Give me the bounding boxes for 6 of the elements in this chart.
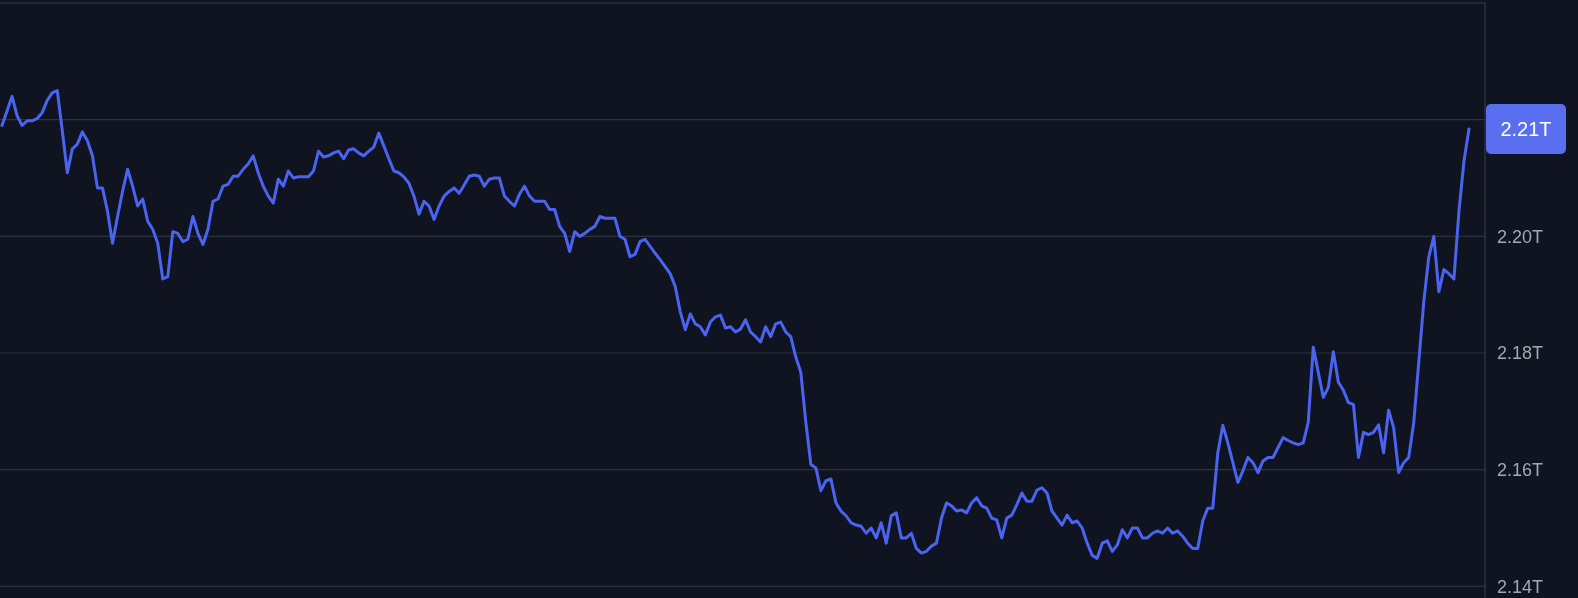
y-tick-label: 2.16T xyxy=(1497,459,1544,480)
line-series xyxy=(0,89,1471,560)
y-tick-label: 2.20T xyxy=(1497,226,1544,247)
text: 2.21T xyxy=(1500,118,1552,140)
y-tick-label: 2.18T xyxy=(1497,343,1544,364)
y-tick-label: 2.14T xyxy=(1497,576,1544,597)
